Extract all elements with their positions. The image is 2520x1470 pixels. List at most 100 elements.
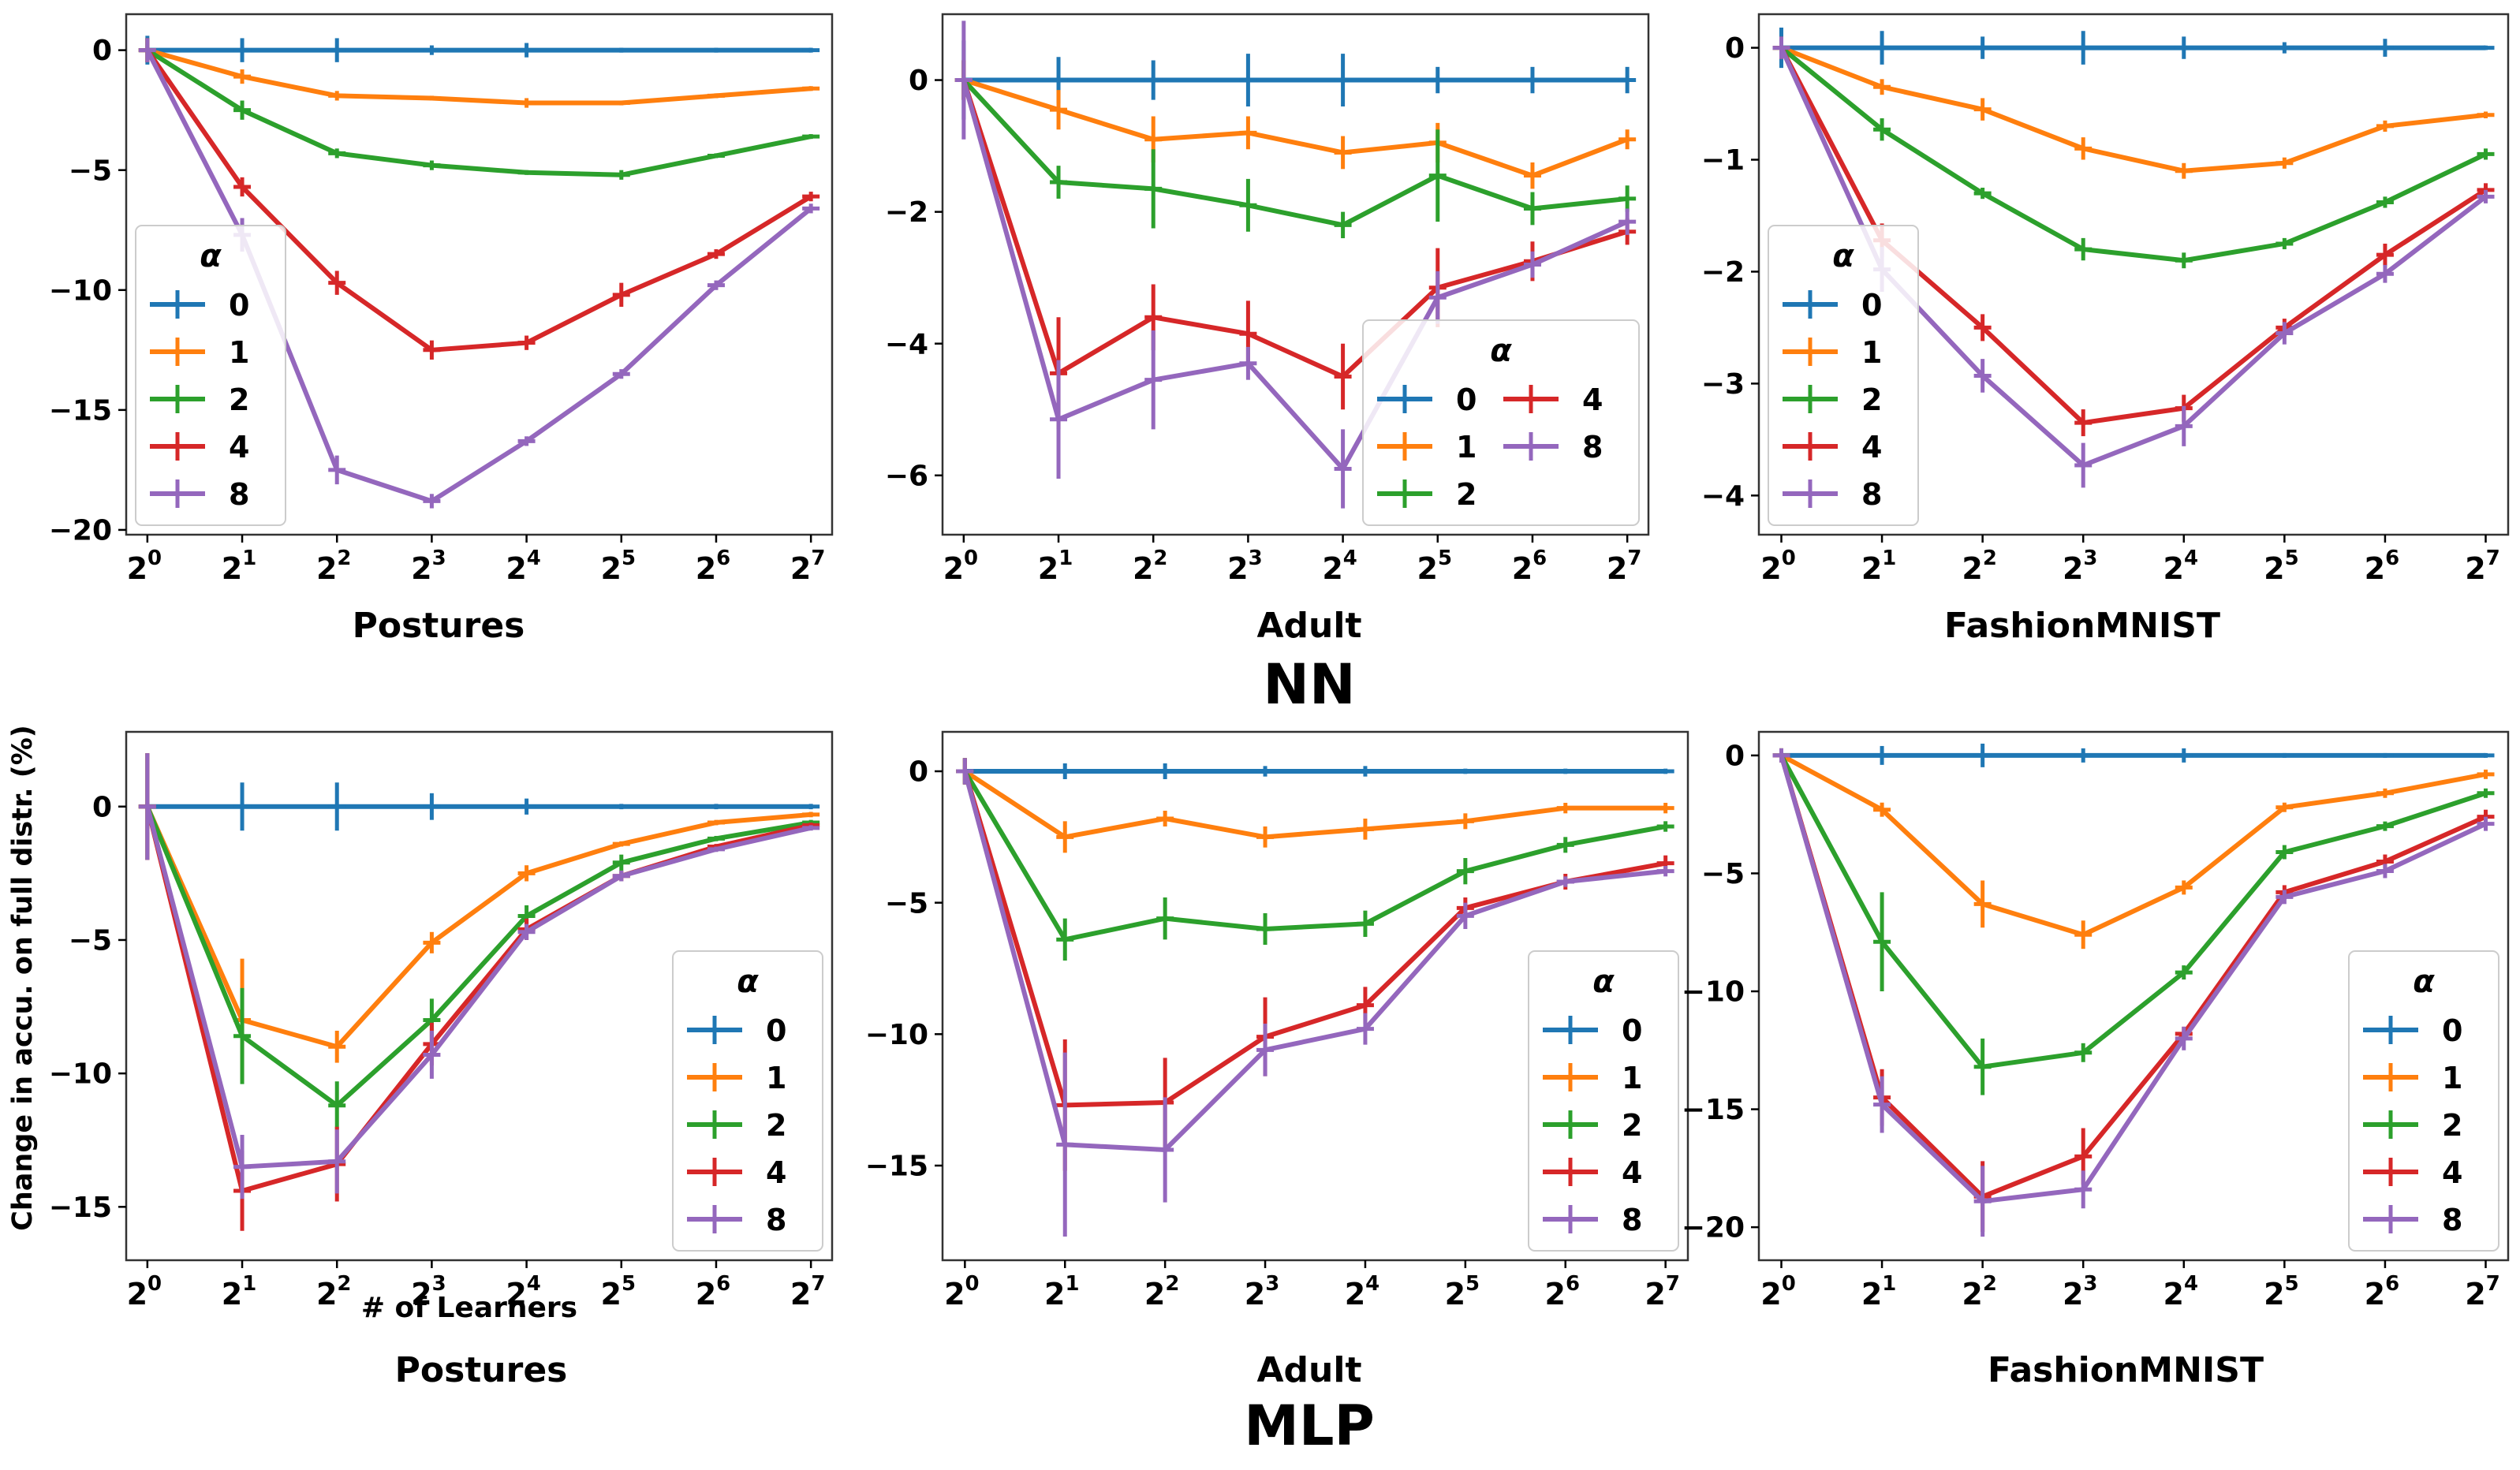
legend-label: 0 — [2442, 1013, 2462, 1048]
x-tick-label: 25 — [2264, 1272, 2298, 1311]
y-tick-label: −2 — [885, 196, 928, 229]
legend-label: 2 — [766, 1108, 786, 1143]
x-tick-label: 21 — [222, 547, 256, 586]
y-tick-label: −5 — [69, 925, 112, 957]
y-axis-label: Change in accu. on full distr. (%) — [7, 725, 39, 1231]
legend-label: 2 — [1622, 1108, 1642, 1143]
y-tick-label: −2 — [1701, 256, 1745, 289]
y-tick-label: −4 — [885, 328, 928, 360]
series-line-alpha-1 — [964, 80, 1627, 176]
y-tick-label: −15 — [1682, 1094, 1745, 1126]
legend-label: 0 — [1622, 1013, 1642, 1048]
legend: α0 1 2 4 8 — [673, 951, 823, 1251]
legend-title: α — [1832, 238, 1854, 274]
chart-2: 0−1−2−3−420 21 22 23 24 25 26 27FashionMNISTα01… — [1701, 14, 2508, 646]
x-tick-label: 27 — [1645, 1272, 1679, 1311]
legend-label: 2 — [2442, 1108, 2462, 1143]
series-line-alpha-1 — [1782, 48, 2486, 171]
group-title-mlp: MLP — [1244, 1394, 1375, 1458]
x-tick-label: 22 — [316, 547, 351, 586]
x-tick-label: 24 — [2163, 1272, 2198, 1311]
legend-label: 1 — [1456, 430, 1477, 465]
series-line-alpha-1 — [965, 771, 1665, 837]
x-tick-label: 22 — [1962, 1272, 1996, 1311]
legend-label: 8 — [1622, 1203, 1642, 1237]
y-tick-label: −1 — [1701, 144, 1745, 177]
x-tick-label: 27 — [1607, 547, 1641, 586]
legend-label: 1 — [766, 1061, 786, 1095]
chart-5: 0−5−10−15−2020 21 22 23 24 25 26 27FashionMNIST… — [1682, 732, 2508, 1390]
legend-label: 0 — [1456, 382, 1477, 417]
x-tick-label: 20 — [1760, 547, 1795, 586]
subplot-title: Adult — [1257, 1350, 1362, 1390]
legend-label: 4 — [1582, 382, 1603, 417]
y-tick-label: −4 — [1701, 480, 1745, 513]
x-tick-label: 26 — [696, 1272, 730, 1311]
y-tick-label: −15 — [49, 1192, 112, 1224]
x-tick-label: 20 — [127, 1272, 162, 1311]
x-tick-label: 20 — [944, 1272, 979, 1311]
y-tick-label: −10 — [865, 1019, 928, 1051]
legend-title: α — [737, 964, 759, 1000]
series-line-alpha-2 — [965, 771, 1665, 939]
x-tick-label: 25 — [2264, 547, 2298, 586]
y-tick-label: −10 — [1682, 976, 1745, 1009]
y-tick-label: 0 — [909, 65, 928, 97]
y-tick-label: 0 — [92, 791, 112, 823]
subplot-title: Postures — [353, 606, 525, 646]
legend-label: 1 — [2442, 1061, 2462, 1095]
y-tick-label: −10 — [49, 274, 112, 307]
x-tick-label: 24 — [1345, 1272, 1379, 1311]
y-tick-label: −20 — [1682, 1212, 1745, 1244]
x-tick-label: 21 — [1044, 1272, 1079, 1311]
legend-label: 4 — [2442, 1155, 2462, 1190]
x-tick-label: 25 — [601, 1272, 636, 1311]
legend-label: 8 — [2442, 1203, 2462, 1237]
x-tick-label: 27 — [790, 547, 825, 586]
legend-label: 2 — [1861, 382, 1882, 417]
legend-label: 1 — [1861, 335, 1882, 370]
legend-label: 4 — [1861, 430, 1882, 465]
x-tick-label: 20 — [1760, 1272, 1795, 1311]
subplot-title: FashionMNIST — [1944, 606, 2220, 646]
x-tick-label: 23 — [2063, 1272, 2097, 1311]
x-tick-label: 25 — [601, 547, 636, 586]
legend-title: α — [200, 238, 222, 274]
x-tick-label: 21 — [1038, 547, 1073, 586]
x-tick-label: 21 — [222, 1272, 256, 1311]
x-tick-label: 21 — [1861, 1272, 1896, 1311]
x-tick-label: 26 — [2365, 1272, 2399, 1311]
subplot-title: Adult — [1257, 606, 1362, 646]
x-tick-label: 24 — [1322, 547, 1357, 586]
y-tick-label: −3 — [1701, 368, 1745, 401]
y-tick-label: −5 — [69, 155, 112, 187]
x-axis-label: # of Learners — [361, 1292, 577, 1324]
y-tick-label: −6 — [885, 460, 928, 492]
x-tick-label: 27 — [2465, 547, 2499, 586]
x-tick-label: 20 — [943, 547, 978, 586]
y-tick-label: 0 — [909, 756, 928, 789]
legend-label: 8 — [766, 1203, 786, 1237]
x-tick-label: 26 — [1512, 547, 1547, 586]
x-tick-label: 21 — [1861, 547, 1896, 586]
legend-label: 4 — [766, 1155, 786, 1190]
x-tick-label: 22 — [1962, 547, 1996, 586]
legend-label: 4 — [229, 430, 249, 465]
y-tick-label: −15 — [49, 394, 112, 427]
x-tick-label: 24 — [2163, 547, 2198, 586]
legend-label: 8 — [1861, 477, 1882, 512]
legend: α0 1 2 4 8 — [1363, 320, 1639, 525]
x-tick-label: 25 — [1445, 1272, 1480, 1311]
chart-4: 0−5−10−1520 21 22 23 24 25 26 27Adultα01248 — [865, 732, 1688, 1390]
subplot-title: Postures — [395, 1350, 568, 1390]
legend-label: 0 — [766, 1013, 786, 1048]
x-tick-label: 23 — [2063, 547, 2097, 586]
x-tick-label: 23 — [1245, 1272, 1279, 1311]
x-tick-label: 20 — [127, 547, 162, 586]
legend-title: α — [1592, 964, 1615, 1000]
y-tick-label: 0 — [1725, 741, 1745, 773]
group-title-nn: NN — [1263, 652, 1355, 717]
